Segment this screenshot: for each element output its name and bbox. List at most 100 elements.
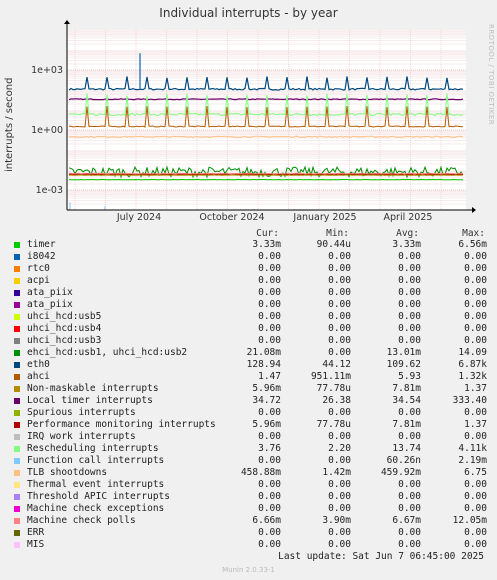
legend-label: IRQ work interrupts (27, 431, 136, 442)
legend-value-cur: 1.47 (258, 371, 281, 382)
legend-swatch (14, 314, 20, 320)
legend-value-cur: 0.00 (258, 251, 281, 262)
legend-value-max: 0.00 (464, 479, 487, 490)
legend-value-cur: 0.00 (258, 287, 281, 298)
legend-label: Thermal event interrupts (27, 479, 165, 490)
legend-label: ata_piix (27, 299, 73, 310)
legend-value-max: 0.00 (464, 527, 487, 538)
legend-row: rtc0 0.00 0.00 0.00 0.00 (14, 263, 494, 275)
legend-value-max: 4.11k (458, 443, 487, 454)
legend-row: ata_piix 0.00 0.00 0.00 0.00 (14, 287, 494, 299)
legend-value-cur: 0.00 (258, 503, 281, 514)
legend-value-avg: 34.54 (392, 395, 421, 406)
legend-swatch (14, 302, 20, 308)
legend-value-min: 3.90m (322, 515, 351, 526)
legend-label: Threshold APIC interrupts (27, 491, 170, 502)
legend-row: ahci 1.47 951.11m 5.93 1.32k (14, 371, 494, 383)
legend-value-min: 0.00 (328, 311, 351, 322)
legend-label: MIS (27, 539, 45, 550)
legend-value-avg: 109.62 (386, 359, 421, 370)
legend-swatch (14, 362, 20, 368)
legend-value-cur: 128.94 (246, 359, 281, 370)
legend-value-cur: 0.00 (258, 299, 281, 310)
legend-swatch (14, 422, 20, 428)
legend-value-avg: 0.00 (398, 503, 421, 514)
legend-value-max: 0.00 (464, 299, 487, 310)
legend-value-min: 0.00 (328, 431, 351, 442)
legend-value-avg: 7.81m (392, 419, 421, 430)
x-tick-label: January 2025 (292, 212, 356, 223)
legend-value-avg: 0.00 (398, 479, 421, 490)
legend-value-cur: 458.88m (240, 467, 281, 478)
y-axis-arrow (64, 20, 70, 24)
legend-row: IRQ work interrupts 0.00 0.00 0.00 0.00 (14, 431, 494, 443)
chart-plot: 1e-03 1e+00 1e+03 July 2024 October 2024 Janu… (31, 20, 476, 223)
legend-value-max: 0.00 (464, 323, 487, 334)
x-axis-arrow (472, 207, 476, 213)
legend-value-cur: 5.96m (252, 383, 281, 394)
legend-label: ehci_hcd:usb1, uhci_hcd:usb2 (27, 347, 188, 358)
legend-row: uhci_hcd:usb4 0.00 0.00 0.00 0.00 (14, 323, 494, 335)
legend-label: uhci_hcd:usb4 (27, 323, 102, 334)
legend-value-max: 0.00 (464, 407, 487, 418)
legend-label: Function call interrupts (27, 455, 165, 466)
legend-label: i8042 (27, 251, 56, 262)
legend-row: Performance monitoring interrupts 5.96m 77… (14, 419, 494, 431)
legend-swatch (14, 386, 20, 392)
series-line-10 (68, 76, 464, 91)
legend-value-avg: 0.00 (398, 287, 421, 298)
legend-value-avg: 0.00 (398, 311, 421, 322)
legend-label: Spurious interrupts (27, 407, 136, 418)
legend-swatch (14, 542, 20, 548)
legend-swatch (14, 470, 20, 476)
legend-row: uhci_hcd:usb5 0.00 0.00 0.00 0.00 (14, 311, 494, 323)
legend-label: Performance monitoring interrupts (27, 419, 216, 430)
legend-value-cur: 0.00 (258, 275, 281, 286)
legend-label: Local timer interrupts (27, 395, 153, 406)
legend-value-cur: 0.00 (258, 263, 281, 274)
legend-label: acpi (27, 275, 50, 286)
legend-value-max: 6.87k (458, 359, 487, 370)
legend-value-max: 0.00 (464, 503, 487, 514)
legend-value-avg: 0.00 (398, 407, 421, 418)
series-line-19 (68, 135, 464, 138)
legend-value-max: 1.37 (464, 383, 487, 394)
legend-value-avg: 0.00 (398, 323, 421, 334)
legend-row: timer 3.33m 90.44u 3.33m 6.56m (14, 239, 494, 251)
legend-label: Rescheduling interrupts (27, 443, 159, 454)
y-tick-label: 1e+03 (31, 65, 63, 76)
legend-value-cur: 0.00 (258, 431, 281, 442)
legend-value-max: 0.00 (464, 431, 487, 442)
legend-value-cur: 0.00 (258, 335, 281, 346)
legend-swatch (14, 398, 20, 404)
legend-label: timer (27, 239, 56, 250)
legend-value-max: 333.40 (452, 395, 487, 406)
legend-value-cur: 6.66m (252, 515, 281, 526)
column-header-max: Max: (462, 228, 485, 239)
x-tick-label: July 2024 (116, 212, 161, 223)
legend-value-min: 0.00 (328, 539, 351, 550)
legend-value-cur: 5.96m (252, 419, 281, 430)
legend-swatch (14, 266, 20, 272)
legend-value-avg: 0.00 (398, 539, 421, 550)
legend-row: acpi 0.00 0.00 0.00 0.00 (14, 275, 494, 287)
legend-value-avg: 0.00 (398, 491, 421, 502)
legend-row: Machine check exceptions 0.00 0.00 0.00 0.00 (14, 503, 494, 515)
legend-swatch (14, 494, 20, 500)
munin-version-footer: Munin 2.0.33-1 (222, 566, 275, 574)
legend-swatch (14, 482, 20, 488)
legend-label: eth0 (27, 359, 50, 370)
legend-label: rtc0 (27, 263, 50, 274)
series-line-11 (68, 105, 464, 128)
legend-value-avg: 3.33m (392, 239, 421, 250)
legend-value-min: 0.00 (328, 407, 351, 418)
legend-value-min: 0.00 (328, 275, 351, 286)
legend-value-max: 2.19m (458, 455, 487, 466)
legend-swatch (14, 446, 20, 452)
legend-value-avg: 7.81m (392, 383, 421, 394)
legend-row: TLB shootdowns 458.88m 1.42m 459.92m 6.75 (14, 467, 494, 479)
column-header-min: Min: (326, 228, 349, 239)
legend-value-max: 0.00 (464, 287, 487, 298)
legend-value-min: 1.42m (322, 467, 351, 478)
legend-value-max: 1.32k (458, 371, 487, 382)
